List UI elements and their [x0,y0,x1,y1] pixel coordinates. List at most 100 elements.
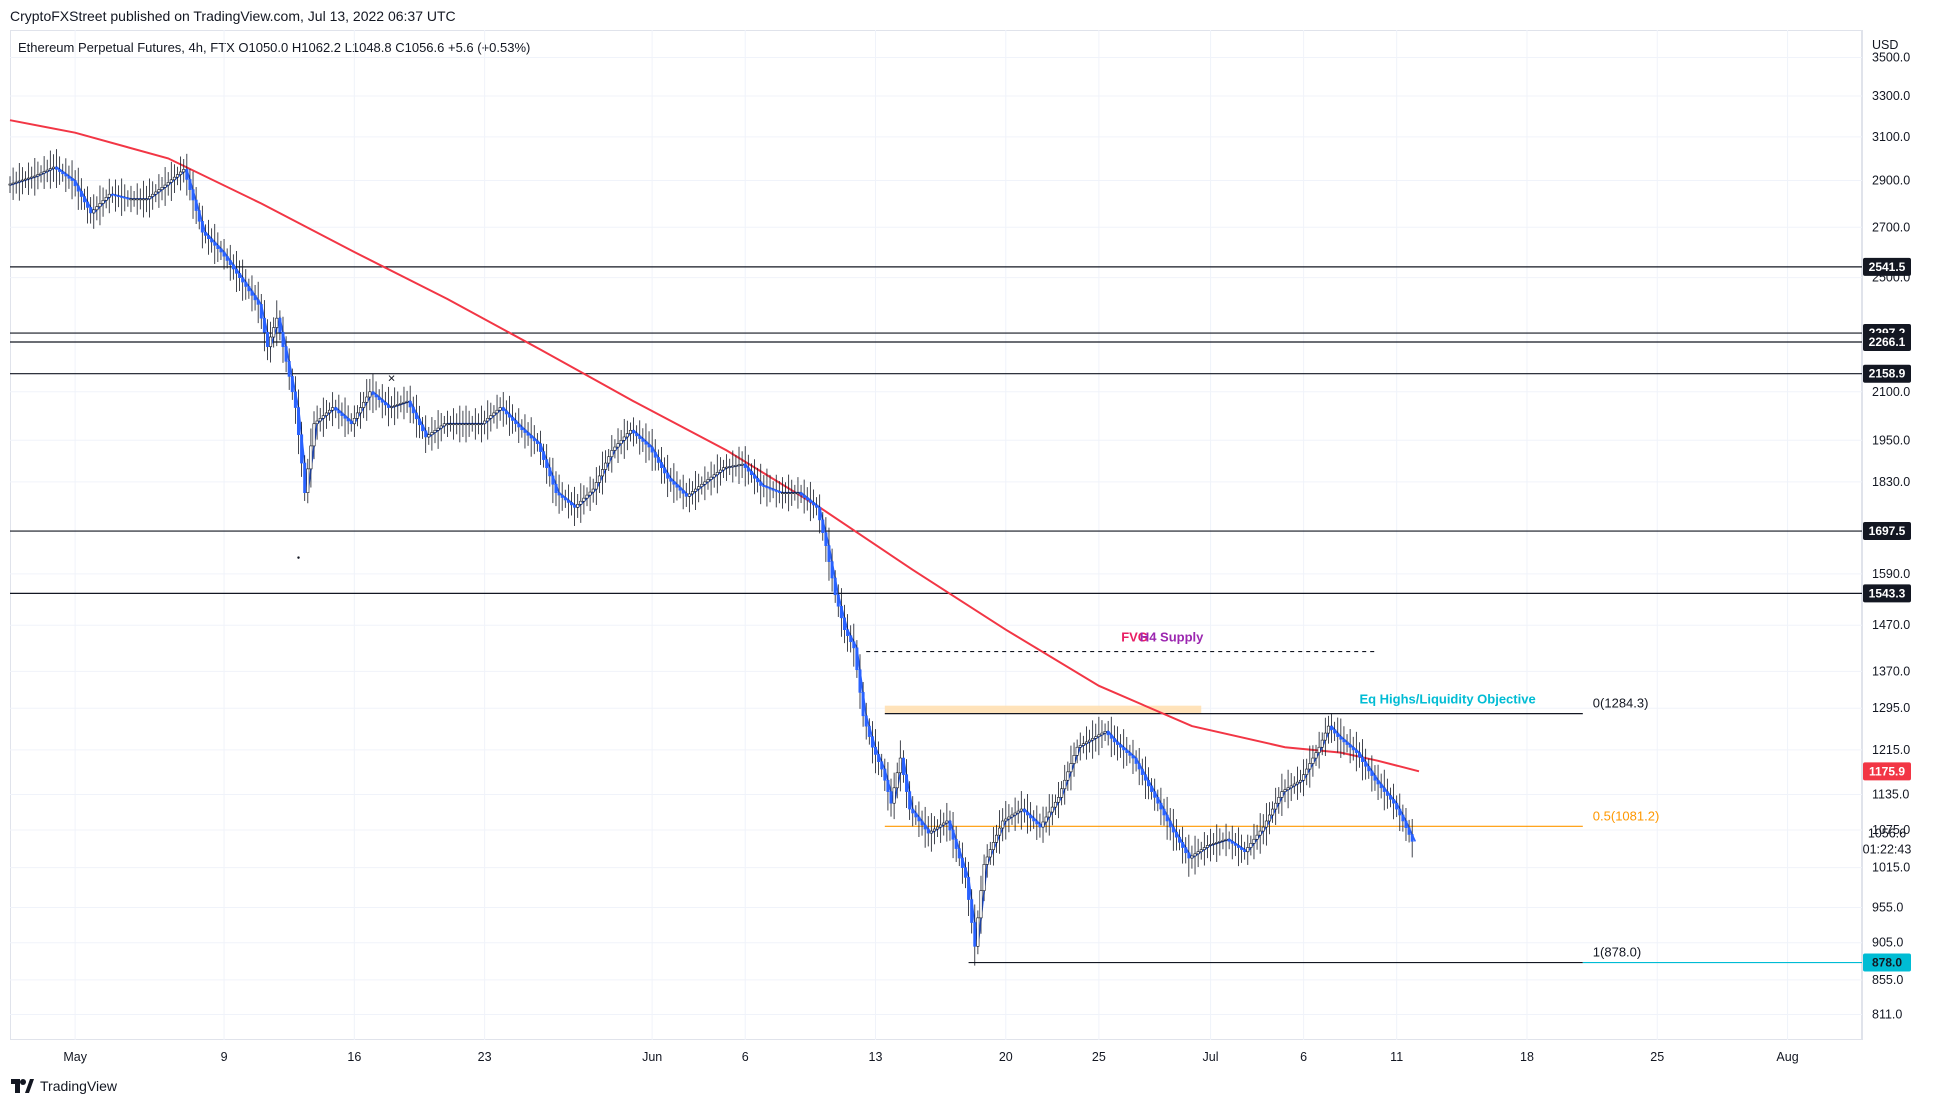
candle-body [659,462,663,469]
candle-body [1109,734,1113,739]
candle-body [753,474,757,479]
candle-body [107,193,111,198]
candle-body [579,500,583,505]
candle-body [1035,820,1039,825]
candle-body [622,436,626,441]
candle-body [898,757,902,774]
candle-body [771,488,775,491]
candle-body [532,437,536,442]
footer-brand[interactable]: TradingView [10,1078,117,1094]
candle-body [1364,761,1368,767]
candle-body [743,463,747,469]
candle-body [1119,744,1123,748]
candle-body [1187,852,1191,859]
candle-body [51,166,55,169]
candle-body [821,519,825,533]
candle-body [616,443,620,448]
x-tick-label: 20 [999,1050,1013,1064]
price-tag [1863,953,1911,972]
candle-body [129,198,133,201]
candle-body [200,220,204,233]
candle-body [681,489,685,494]
candle-body [1317,746,1321,753]
candle-body [1224,838,1228,841]
candle-body [89,207,93,214]
y-tick-label: 3100.0 [1872,130,1910,144]
candle-body [8,183,12,186]
candle-body [802,494,806,498]
candle-body [982,864,986,891]
candle-body [1227,838,1231,842]
y-tick-label: 905.0 [1872,936,1903,950]
candle-body [663,467,667,474]
candle-body [504,410,508,415]
candle-body [151,193,155,197]
candle-body [632,430,636,434]
candle-body [718,469,722,473]
candle-body [942,822,946,826]
candle-body [486,417,490,422]
candle-body [417,418,421,426]
candle-body [746,467,750,472]
candle-body [1184,847,1188,854]
candle-body [331,407,335,411]
candle-body [1305,768,1309,775]
candle-body [154,191,158,195]
candle-body [1240,847,1244,850]
candle-body [1066,771,1070,781]
candle-body [117,195,121,198]
candle-body [1041,821,1045,828]
candle-body [830,561,834,579]
candle-body [163,184,167,188]
candle-body [58,169,62,172]
candle-body [247,286,251,292]
candle-body [886,779,890,792]
candle-body [176,174,180,178]
y-tick-label: 1590.0 [1872,567,1910,581]
candle-body [157,189,161,193]
candle-body [1348,744,1352,748]
candle-body [1354,749,1358,753]
y-tick-label: 1135.0 [1872,788,1909,802]
candle-body [1078,745,1082,748]
candle-body [334,407,338,411]
candle-body [210,238,214,243]
candle-body [36,174,40,177]
candle-body [784,492,788,494]
chart-frame[interactable] [10,30,1862,1040]
candle-body [960,857,964,868]
candle-body [582,497,586,502]
candle-body [1178,836,1182,843]
y-tick-label: 3300.0 [1872,89,1910,103]
candle-body [197,210,201,222]
candle-body [811,502,815,506]
candle-body [182,169,186,173]
low-dot [297,556,300,559]
candle-body [98,203,102,207]
level-price-tag-text: 2158.9 [1869,367,1906,381]
y-tick-label: 1470.0 [1872,618,1910,632]
candle-body [1053,801,1057,808]
candle-body [1295,781,1299,785]
candle-body [439,425,443,429]
candle-body [222,251,226,257]
candle-body [228,260,232,266]
candle-body [1084,741,1088,744]
moving-average-line[interactable] [9,119,1420,773]
candle-body [315,420,319,425]
candle-body [908,791,912,810]
y-tick-label: 3500.0 [1872,50,1910,64]
candle-body [424,430,428,438]
candle-body [1125,749,1129,753]
candle-body [1044,816,1048,823]
candle-body [1283,789,1287,792]
price-scale-border [1862,30,1863,1040]
candle-body [842,617,846,631]
candle-body [250,290,254,296]
candle-body [905,774,909,792]
price-series-line[interactable] [9,166,1417,947]
candle-body [1038,823,1042,828]
candle-body [1379,783,1383,789]
candle-body [529,434,533,439]
